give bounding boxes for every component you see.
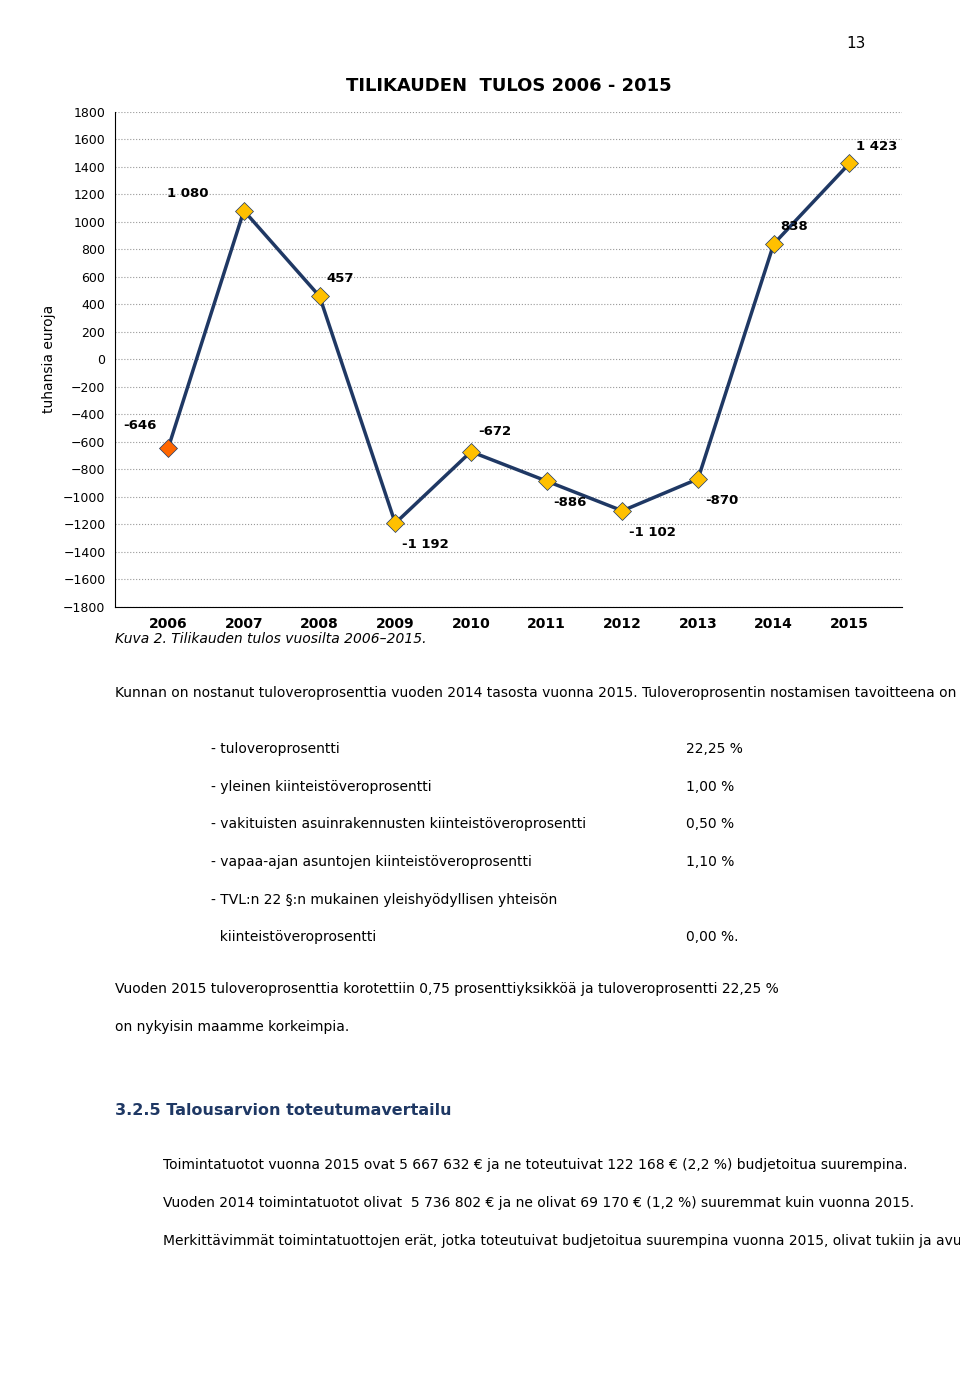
Text: Kunnan on nostanut tuloveroprosenttia vuoden 2014 tasosta vuonna 2015. Tuloverop: Kunnan on nostanut tuloveroprosenttia vu…: [115, 686, 960, 700]
Text: 0,00 %.: 0,00 %.: [686, 930, 739, 944]
Text: 457: 457: [326, 272, 354, 286]
Text: 1,10 %: 1,10 %: [686, 855, 734, 869]
Text: 3.2.5 Talousarvion toteutumavertailu: 3.2.5 Talousarvion toteutumavertailu: [115, 1102, 452, 1117]
Text: 838: 838: [780, 220, 808, 233]
Text: 22,25 %: 22,25 %: [686, 742, 743, 756]
Text: 1,00 %: 1,00 %: [686, 780, 734, 794]
Text: - tuloveroprosentti: - tuloveroprosentti: [211, 742, 340, 756]
Title: TILIKAUDEN  TULOS 2006 - 2015: TILIKAUDEN TULOS 2006 - 2015: [346, 77, 672, 95]
Text: -646: -646: [124, 418, 157, 431]
Text: 1 423: 1 423: [856, 140, 898, 152]
Text: Kuva 2. Tilikauden tulos vuosilta 2006–2015.: Kuva 2. Tilikauden tulos vuosilta 2006–2…: [115, 632, 426, 646]
Text: -1 102: -1 102: [630, 526, 676, 538]
Text: -870: -870: [705, 494, 738, 506]
Text: - vakituisten asuinrakennusten kiinteistöveroprosentti: - vakituisten asuinrakennusten kiinteist…: [211, 817, 587, 831]
Y-axis label: tuhansia euroja: tuhansia euroja: [42, 306, 56, 413]
Text: 13: 13: [847, 36, 866, 52]
Text: -886: -886: [554, 497, 587, 509]
Text: on nykyisin maamme korkeimpia.: on nykyisin maamme korkeimpia.: [115, 1020, 349, 1034]
Text: kiinteistöveroprosentti: kiinteistöveroprosentti: [211, 930, 376, 944]
Text: Vuoden 2014 toimintatuotot olivat  5 736 802 € ja ne olivat 69 170 € (1,2 %) suu: Vuoden 2014 toimintatuotot olivat 5 736 …: [163, 1196, 914, 1209]
Text: - vapaa-ajan asuntojen kiinteistöveroprosentti: - vapaa-ajan asuntojen kiinteistöveropro…: [211, 855, 532, 869]
Text: Toimintatuotot vuonna 2015 ovat 5 667 632 € ja ne toteutuivat 122 168 € (2,2 %) : Toimintatuotot vuonna 2015 ovat 5 667 63…: [163, 1158, 908, 1172]
Text: Merkittävimmät toimintatuottojen erät, jotka toteutuivat budjetoitua suurempina : Merkittävimmät toimintatuottojen erät, j…: [163, 1233, 960, 1247]
Text: -1 192: -1 192: [402, 538, 449, 551]
Text: 1 080: 1 080: [167, 187, 209, 199]
Text: Vuoden 2015 tuloveroprosenttia korotettiin 0,75 prosenttiyksikköä ja tuloveropro: Vuoden 2015 tuloveroprosenttia korotetti…: [115, 982, 779, 996]
Text: 0,50 %: 0,50 %: [686, 817, 734, 831]
Text: -672: -672: [478, 425, 511, 438]
Text: - yleinen kiinteistöveroprosentti: - yleinen kiinteistöveroprosentti: [211, 780, 432, 794]
Text: - TVL:n 22 §:n mukainen yleishyödyllisen yhteisön: - TVL:n 22 §:n mukainen yleishyödyllisen…: [211, 893, 558, 907]
